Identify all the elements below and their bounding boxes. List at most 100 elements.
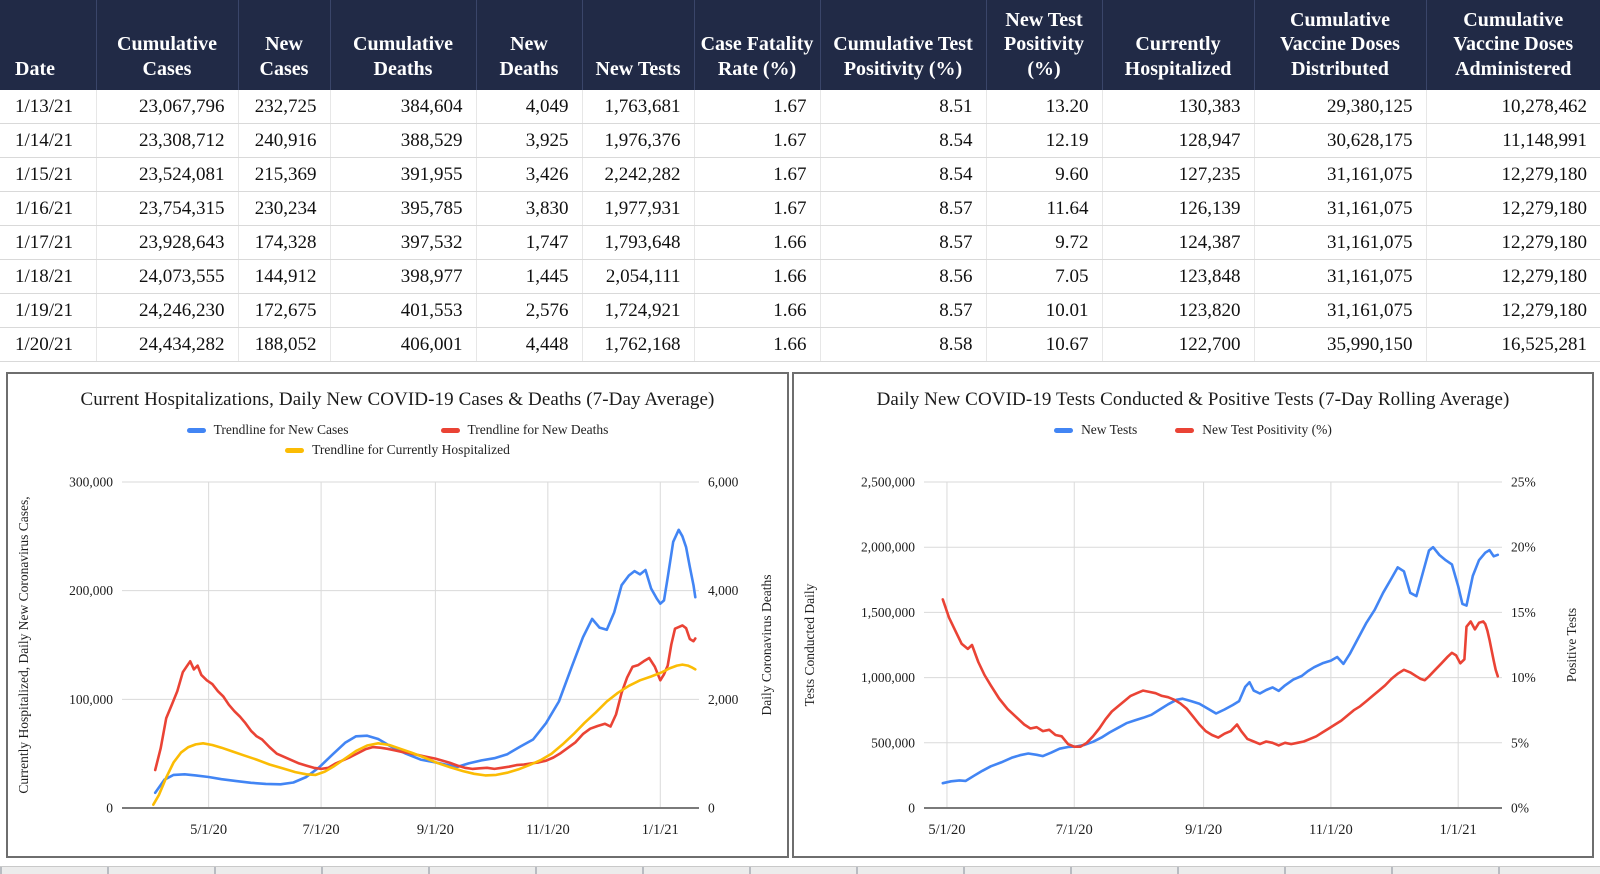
value-cell: 12,279,180	[1426, 225, 1600, 261]
svg-text:9/1/20: 9/1/20	[417, 822, 454, 838]
value-cell: 126,139	[1102, 191, 1255, 227]
svg-text:500,000: 500,000	[871, 735, 915, 750]
value-cell: 123,820	[1102, 293, 1255, 329]
value-cell: 1,763,681	[582, 90, 695, 125]
tests-positivity-chart-panel[interactable]: Daily New COVID-19 Tests Conducted & Pos…	[792, 372, 1594, 858]
value-cell: 232,725	[238, 90, 331, 125]
value-cell: 8.54	[820, 157, 987, 193]
series-line	[941, 545, 1500, 785]
value-cell: 188,052	[238, 327, 331, 363]
value-cell: 1.67	[694, 157, 821, 193]
value-cell: 23,308,712	[96, 123, 239, 159]
covid-data-table: Date Cumulative Cases New Cases Cumulative …	[0, 0, 1600, 363]
cutoff-spreadsheet-row-edge	[0, 866, 1600, 874]
value-cell: 13.20	[986, 90, 1103, 125]
charts-row: Current Hospitalizations, Daily New COVI…	[6, 372, 1594, 858]
svg-text:10%: 10%	[1511, 670, 1536, 685]
value-cell: 2,576	[476, 293, 583, 329]
legend-label: Trendline for New Deaths	[467, 422, 609, 437]
value-cell: 1,724,921	[582, 293, 695, 329]
svg-text:5%: 5%	[1511, 735, 1529, 750]
svg-text:2,500,000: 2,500,000	[861, 475, 915, 490]
value-cell: 401,553	[330, 293, 477, 329]
chart-title: Daily New COVID-19 Tests Conducted & Pos…	[876, 389, 1510, 410]
value-cell: 10.01	[986, 293, 1103, 329]
value-cell: 172,675	[238, 293, 331, 329]
value-cell: 397,532	[330, 225, 477, 261]
value-cell: 11,148,991	[1426, 123, 1600, 159]
date-cell: 1/20/21	[0, 327, 97, 363]
value-cell: 7.05	[986, 259, 1103, 295]
svg-text:7/1/20: 7/1/20	[303, 822, 340, 838]
value-cell: 2,054,111	[582, 259, 695, 295]
value-cell: 3,426	[476, 157, 583, 193]
value-cell: 1,976,376	[582, 123, 695, 159]
value-cell: 4,049	[476, 90, 583, 125]
svg-text:6,000: 6,000	[708, 475, 739, 490]
value-cell: 174,328	[238, 225, 331, 261]
svg-text:2,000,000: 2,000,000	[861, 540, 915, 555]
value-cell: 23,524,081	[96, 157, 239, 193]
svg-text:0: 0	[908, 801, 915, 816]
value-cell: 215,369	[238, 157, 331, 193]
legend-label: New Tests	[1081, 422, 1138, 437]
column-header: Case Fatality Rate (%)	[694, 0, 821, 91]
chart-legend: Trendline for New Cases Trendline for New…	[48, 422, 747, 458]
value-cell: 1.66	[694, 225, 821, 261]
svg-text:300,000: 300,000	[69, 475, 113, 490]
value-cell: 8.51	[820, 90, 987, 125]
date-cell: 1/17/21	[0, 225, 97, 261]
value-cell: 2,242,282	[582, 157, 695, 193]
date-cell: 1/14/21	[0, 123, 97, 159]
table-row: 1/16/21 23,754,315 230,234 395,785 3,830 1,97…	[0, 191, 1600, 227]
value-cell: 12,279,180	[1426, 259, 1600, 295]
svg-text:1/1/21: 1/1/21	[642, 822, 679, 838]
svg-text:Positive Tests: Positive Tests	[1564, 608, 1579, 682]
value-cell: 1,793,648	[582, 225, 695, 261]
svg-text:2,000: 2,000	[708, 692, 739, 707]
value-cell: 10.67	[986, 327, 1103, 363]
value-cell: 23,928,643	[96, 225, 239, 261]
value-cell: 128,947	[1102, 123, 1255, 159]
value-cell: 31,161,075	[1254, 259, 1427, 295]
column-header: New Test Positivity (%)	[986, 0, 1103, 91]
svg-text:100,000: 100,000	[69, 692, 113, 707]
series-line	[152, 663, 697, 806]
value-cell: 12,279,180	[1426, 293, 1600, 329]
svg-text:25%: 25%	[1511, 475, 1536, 490]
date-cell: 1/15/21	[0, 157, 97, 193]
value-cell: 16,525,281	[1426, 327, 1600, 363]
value-cell: 384,604	[330, 90, 477, 125]
legend-item: Trendline for New Cases	[186, 422, 349, 438]
svg-text:Currently Hospitalized, Daily: Currently Hospitalized, Daily New Corona…	[16, 496, 31, 793]
value-cell: 12,279,180	[1426, 191, 1600, 227]
series-line	[941, 598, 1500, 748]
value-cell: 23,754,315	[96, 191, 239, 227]
value-cell: 1,762,168	[582, 327, 695, 363]
chart-title: Current Hospitalizations, Daily New COVI…	[80, 389, 715, 410]
value-cell: 1.67	[694, 123, 821, 159]
table-header: Date Cumulative Cases New Cases Cumulative …	[0, 0, 1600, 91]
svg-text:Daily Coronavirus Deaths: Daily Coronavirus Deaths	[759, 575, 774, 716]
value-cell: 130,383	[1102, 90, 1255, 125]
svg-text:11/1/20: 11/1/20	[526, 822, 570, 838]
value-cell: 35,990,150	[1254, 327, 1427, 363]
chart-plot-area: 5/1/20 7/1/20 9/1/20 11/1/20 1/1/21 0 100,000 2…	[10, 474, 785, 848]
column-header: Date	[0, 0, 97, 91]
value-cell: 124,387	[1102, 225, 1255, 261]
date-cell: 1/18/21	[0, 259, 97, 295]
value-cell: 8.57	[820, 191, 987, 227]
svg-text:1,500,000: 1,500,000	[861, 605, 915, 620]
svg-text:200,000: 200,000	[69, 583, 113, 598]
hospitalizations-cases-deaths-chart-panel[interactable]: Current Hospitalizations, Daily New COVI…	[6, 372, 789, 858]
value-cell: 31,161,075	[1254, 293, 1427, 329]
value-cell: 10,278,462	[1426, 90, 1600, 125]
table-row: 1/17/21 23,928,643 174,328 397,532 1,747 1,79…	[0, 225, 1600, 261]
value-cell: 398,977	[330, 259, 477, 295]
value-cell: 122,700	[1102, 327, 1255, 363]
value-cell: 8.57	[820, 225, 987, 261]
value-cell: 11.64	[986, 191, 1103, 227]
value-cell: 1.66	[694, 259, 821, 295]
legend-item: New Test Positivity (%)	[1175, 422, 1332, 438]
value-cell: 1.67	[694, 90, 821, 125]
